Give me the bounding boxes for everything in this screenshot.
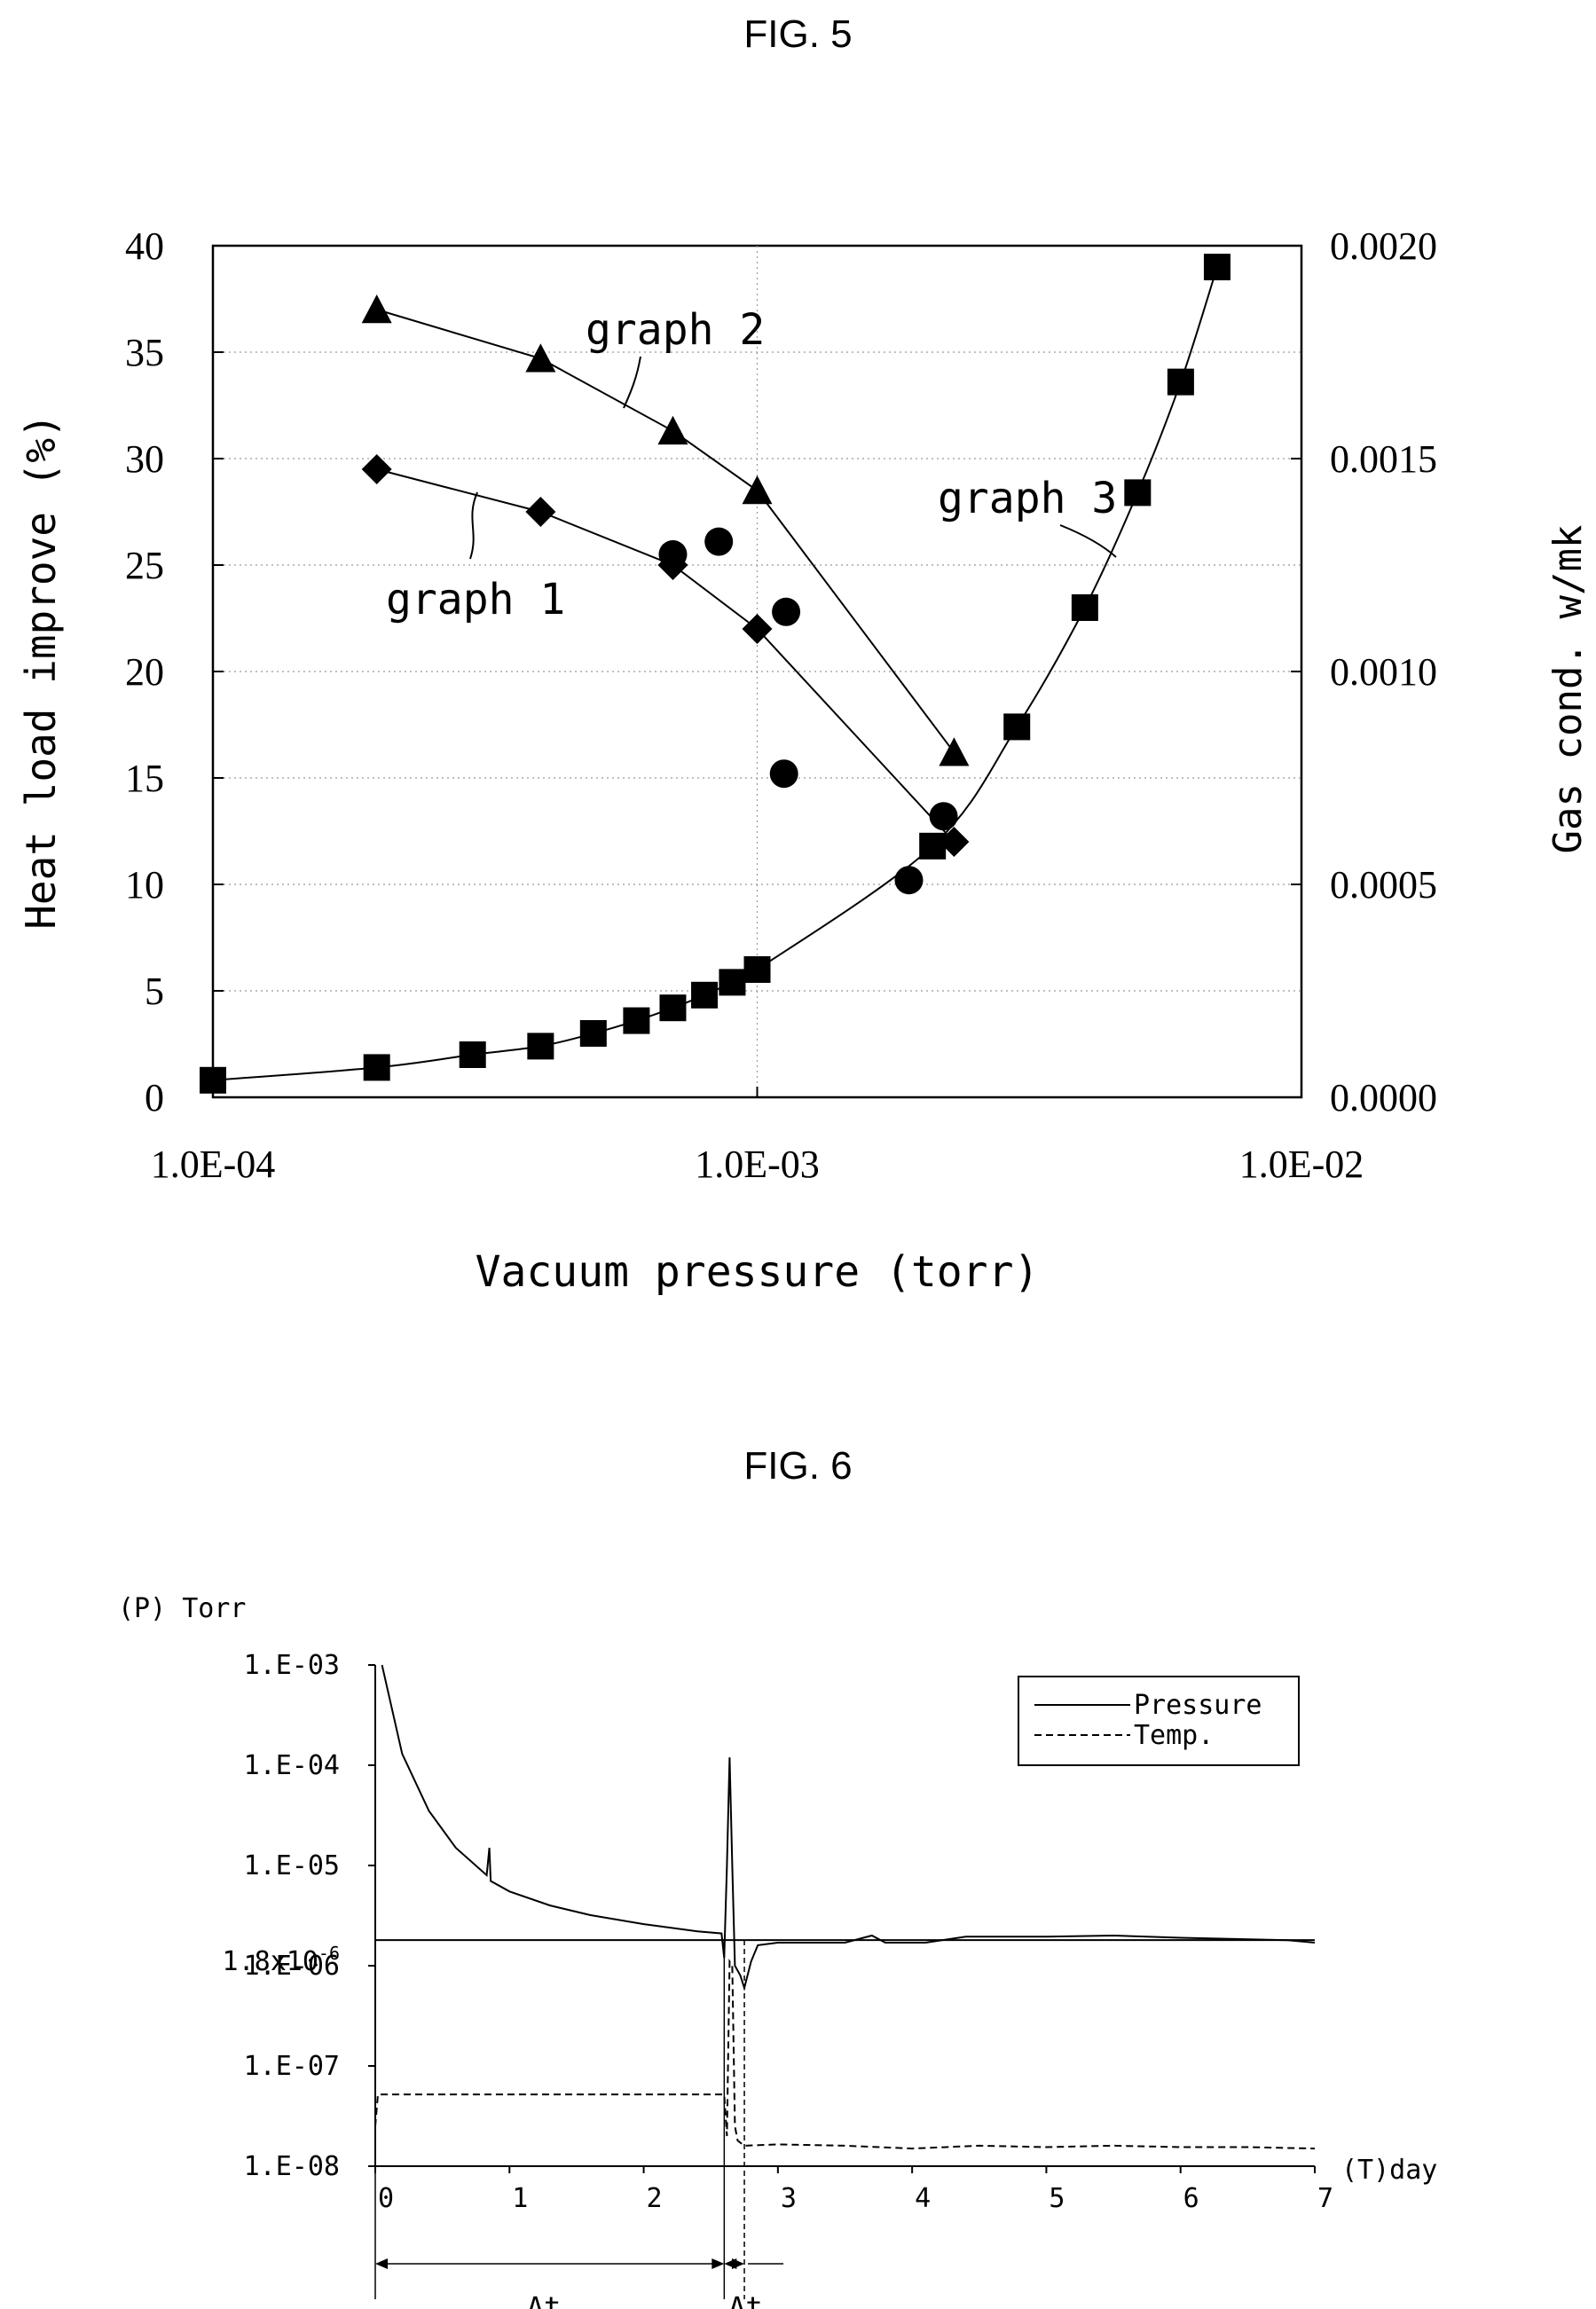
figure-6-chart: (P) Torr(T)day1.E-031.E-041.E-051.E-061.… [118,1593,1437,2309]
interval-label: Δt1 [527,2290,573,2309]
x-tick-label: 2 [647,2183,663,2214]
triangle-point [742,475,773,505]
graph-1-leader [469,491,478,560]
y-tick-label: 20 [125,650,164,694]
y-tick-label: 1.E-05 [244,1850,340,1881]
arrow-head [375,2258,388,2269]
circle-point [704,527,734,556]
triangle-point [361,295,392,324]
y2-tick-label: 0.0020 [1330,224,1437,268]
legend-label: Temp. [1134,1720,1214,1751]
graph-1-annotation: graph 1 [386,575,565,624]
square-point [659,994,687,1022]
graph-2-annotation: graph 2 [586,305,765,355]
square-point [1203,254,1230,280]
y-tick-label: 1.E-03 [244,1650,340,1681]
circle-point [894,866,924,895]
y-tick-label: 0 [145,1076,164,1119]
graph-2-leader [623,356,641,409]
figure-5-chart: 0 5 10 15 20 25 30 35 40 0.0000 0.0005 0.0010 0.0015… [17,224,1591,1297]
square-point [743,956,771,983]
interval-label: Δt2 [728,2290,774,2309]
y-tick-label: 35 [125,331,164,374]
arrow-head [732,2258,745,2269]
y-tick-label: 1.E-04 [244,1750,340,1781]
y2-tick-label: 0.0015 [1330,437,1437,481]
x-axis-title: (T)day [1341,2155,1437,2186]
diamond-point [361,454,392,484]
y-tick-label: 25 [125,544,164,587]
y-tick-label: 40 [125,224,164,268]
diamond-point [525,497,556,527]
x-tick-label: 1.0E-02 [1239,1143,1364,1186]
y-axis-title: (P) Torr [118,1593,247,1624]
x-tick-label: 1 [512,2183,528,2214]
y2-axis-title: Gas cond. w/mk [1545,525,1591,854]
square-point [1071,594,1098,621]
circle-point [772,597,801,626]
x-tick-label: 6 [1183,2183,1199,2214]
x-tick-label: 3 [781,2183,797,2214]
circle-point [769,759,798,789]
legend-box [1018,1676,1300,1766]
square-point [1124,479,1152,507]
circle-point [929,802,958,831]
y-tick-label: 1.E-07 [244,2051,340,2082]
x-tick-label: 1.0E-03 [695,1143,820,1186]
square-point [579,1020,607,1047]
y2-tick-label: 0.0000 [1330,1076,1437,1119]
x-tick-label: 1.0E-04 [151,1143,276,1186]
graph-3-leader [1059,524,1117,558]
square-point [459,1041,486,1068]
square-point [527,1033,554,1060]
graph-1-line [376,468,955,843]
square-point [363,1054,390,1081]
legend-label: Pressure [1134,1690,1262,1721]
triangle-point [525,343,556,373]
y-tick-label: 10 [125,863,164,907]
square-point [919,832,947,860]
y-tick-label: 15 [125,757,164,800]
x-tick-label: 5 [1049,2183,1065,2214]
y-tick-label: 5 [145,970,164,1013]
square-point [691,981,719,1009]
square-point [623,1007,650,1034]
graph-2-line [376,309,955,753]
arrow-head [712,2258,725,2269]
y-tick-label: 1.E-08 [244,2151,340,2182]
triangle-point [939,737,970,766]
square-point [200,1066,226,1094]
figure-6-title: FIG. 6 [743,1444,853,1488]
figure-5-title: FIG. 5 [743,12,853,56]
diamond-point [742,614,773,644]
x-tick-label: 4 [915,2183,931,2214]
square-point [1167,368,1194,396]
y2-tick-label: 0.0005 [1330,863,1437,907]
square-point [1003,713,1031,741]
y-axis-title: Heat load improve (%) [17,413,65,930]
x-axis-title: Vacuum pressure (torr) [476,1247,1040,1297]
diamond-point [939,827,970,857]
graph-3-annotation: graph 3 [938,474,1117,523]
graph-3-curve [212,266,1218,1081]
square-point [719,969,746,996]
y2-tick-label: 0.0010 [1330,650,1437,694]
y-tick-label: 30 [125,437,164,481]
pressure-line [381,1664,1316,1991]
circle-point [658,540,688,569]
extra-y-label: 1.8x10-6 [223,1943,340,1977]
triangle-point [657,415,688,445]
y-tick-label: 1.E-06 [244,1951,340,1982]
x-tick-label: 7 [1317,2183,1333,2214]
temp-line [374,1958,1316,2150]
x-tick-label: 0 [378,2183,394,2214]
